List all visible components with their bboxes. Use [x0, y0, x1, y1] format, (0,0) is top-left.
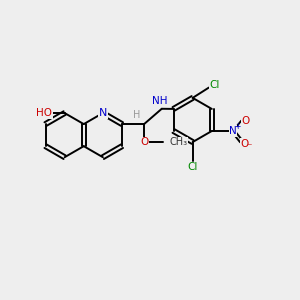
Text: Cl: Cl: [210, 80, 220, 90]
Text: ⁻: ⁻: [247, 142, 252, 152]
Text: O: O: [241, 139, 249, 149]
Text: H: H: [133, 110, 140, 120]
Text: CH₃: CH₃: [169, 137, 187, 147]
Text: NH: NH: [152, 95, 167, 106]
Text: N: N: [99, 108, 107, 118]
Text: HO: HO: [36, 108, 52, 118]
Text: +: +: [234, 122, 240, 131]
Text: Cl: Cl: [188, 162, 198, 172]
Text: N: N: [229, 126, 237, 136]
Text: O: O: [242, 116, 250, 126]
Text: O: O: [140, 137, 148, 147]
